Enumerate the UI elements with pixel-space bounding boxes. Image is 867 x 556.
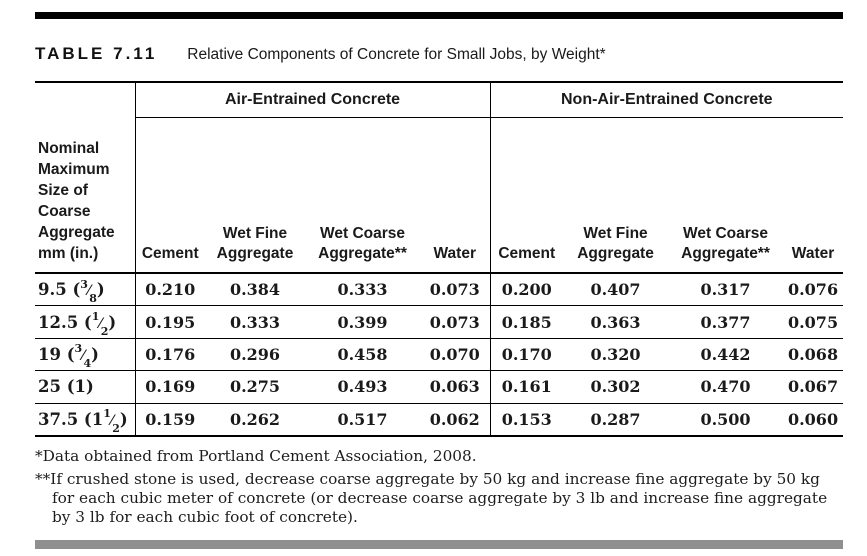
footnote-source: *Data obtained from Portland Cement Asso… <box>35 446 477 465</box>
col-header-air-wet-fine-aggregate: Wet Fine Aggregate <box>205 117 305 274</box>
col-header-nonair-water: Water <box>783 117 844 274</box>
bottom-rule-bar <box>35 539 843 549</box>
table-row: 12.5 (1⁄2) 0.195 0.333 0.399 0.073 0.185 0.363… <box>35 305 844 339</box>
column-header-row: Nominal Maximum Size of Coarse Aggregate… <box>35 117 844 274</box>
value-cell: 0.169 <box>135 370 205 404</box>
value-cell: 0.517 <box>305 403 420 437</box>
col-header-nonair-wet-coarse-aggregate: Wet Coarse Aggregate** <box>668 117 784 274</box>
col-header-nonair-wet-fine-aggregate: Wet Fine Aggregate <box>563 117 669 274</box>
value-cell: 0.377 <box>668 305 784 339</box>
value-cell: 0.073 <box>420 273 491 307</box>
value-cell: 0.399 <box>305 305 420 339</box>
value-cell: 0.333 <box>305 273 420 307</box>
value-cell: 0.170 <box>490 338 564 372</box>
row-size-label: 19 (3⁄4) <box>35 338 136 372</box>
table-row: 37.5 (11⁄2) 0.159 0.262 0.517 0.062 0.153 0.28… <box>35 403 844 437</box>
value-cell: 0.287 <box>563 403 669 437</box>
footnote-crushed-stone: **If crushed stone is used, decrease coa… <box>35 469 828 526</box>
row-size-label: 9.5 (3⁄8) <box>35 273 136 307</box>
stub-spacer-cell <box>35 82 136 118</box>
value-cell: 0.068 <box>783 338 844 372</box>
value-cell: 0.320 <box>563 338 669 372</box>
value-cell: 0.493 <box>305 370 420 404</box>
value-cell: 0.075 <box>783 305 844 339</box>
value-cell: 0.200 <box>490 273 564 307</box>
group-header-non-air-entrained: Non-Air-Entrained Concrete <box>490 82 844 118</box>
value-cell: 0.470 <box>668 370 784 404</box>
table-row: 25 (1) 0.169 0.275 0.493 0.063 0.161 0.302 0.47… <box>35 370 844 404</box>
value-cell: 0.176 <box>135 338 205 372</box>
value-cell: 0.384 <box>205 273 305 307</box>
stub-header: Nominal Maximum Size of Coarse Aggregate… <box>35 117 136 274</box>
value-cell: 0.500 <box>668 403 784 437</box>
col-header-air-cement: Cement <box>135 117 205 274</box>
value-cell: 0.062 <box>420 403 491 437</box>
value-cell: 0.363 <box>563 305 669 339</box>
value-cell: 0.262 <box>205 403 305 437</box>
value-cell: 0.296 <box>205 338 305 372</box>
value-cell: 0.063 <box>420 370 491 404</box>
value-cell: 0.076 <box>783 273 844 307</box>
value-cell: 0.333 <box>205 305 305 339</box>
concrete-components-table: Air-Entrained Concrete Non-Air-Entrained… <box>35 81 844 437</box>
value-cell: 0.153 <box>490 403 564 437</box>
value-cell: 0.195 <box>135 305 205 339</box>
value-cell: 0.159 <box>135 403 205 437</box>
value-cell: 0.060 <box>783 403 844 437</box>
value-cell: 0.302 <box>563 370 669 404</box>
value-cell: 0.161 <box>490 370 564 404</box>
group-header-air-entrained: Air-Entrained Concrete <box>135 82 491 118</box>
table-row: 19 (3⁄4) 0.176 0.296 0.458 0.070 0.170 0.320 0.… <box>35 338 844 372</box>
table-number: TABLE 7.11 <box>35 44 158 63</box>
footnotes: *Data obtained from Portland Cement Asso… <box>35 447 833 527</box>
table-caption: Relative Components of Concrete for Smal… <box>187 46 606 63</box>
value-cell: 0.407 <box>563 273 669 307</box>
col-header-nonair-cement: Cement <box>490 117 564 274</box>
group-header-row: Air-Entrained Concrete Non-Air-Entrained… <box>35 82 844 118</box>
col-header-air-water: Water <box>420 117 491 274</box>
value-cell: 0.317 <box>668 273 784 307</box>
top-rule-bar <box>35 12 843 19</box>
value-cell: 0.210 <box>135 273 205 307</box>
value-cell: 0.070 <box>420 338 491 372</box>
value-cell: 0.275 <box>205 370 305 404</box>
value-cell: 0.185 <box>490 305 564 339</box>
row-size-label: 25 (1) <box>35 370 136 404</box>
value-cell: 0.073 <box>420 305 491 339</box>
value-cell: 0.067 <box>783 370 844 404</box>
value-cell: 0.458 <box>305 338 420 372</box>
row-size-label: 12.5 (1⁄2) <box>35 305 136 339</box>
col-header-air-wet-coarse-aggregate: Wet Coarse Aggregate** <box>305 117 420 274</box>
table-title: TABLE 7.11 Relative Components of Concret… <box>35 44 867 64</box>
table-body: 9.5 (3⁄8) 0.210 0.384 0.333 0.073 0.200 0.407 0… <box>35 273 844 437</box>
table-row: 9.5 (3⁄8) 0.210 0.384 0.333 0.073 0.200 0.407 0… <box>35 273 844 307</box>
row-size-label: 37.5 (11⁄2) <box>35 403 136 437</box>
value-cell: 0.442 <box>668 338 784 372</box>
